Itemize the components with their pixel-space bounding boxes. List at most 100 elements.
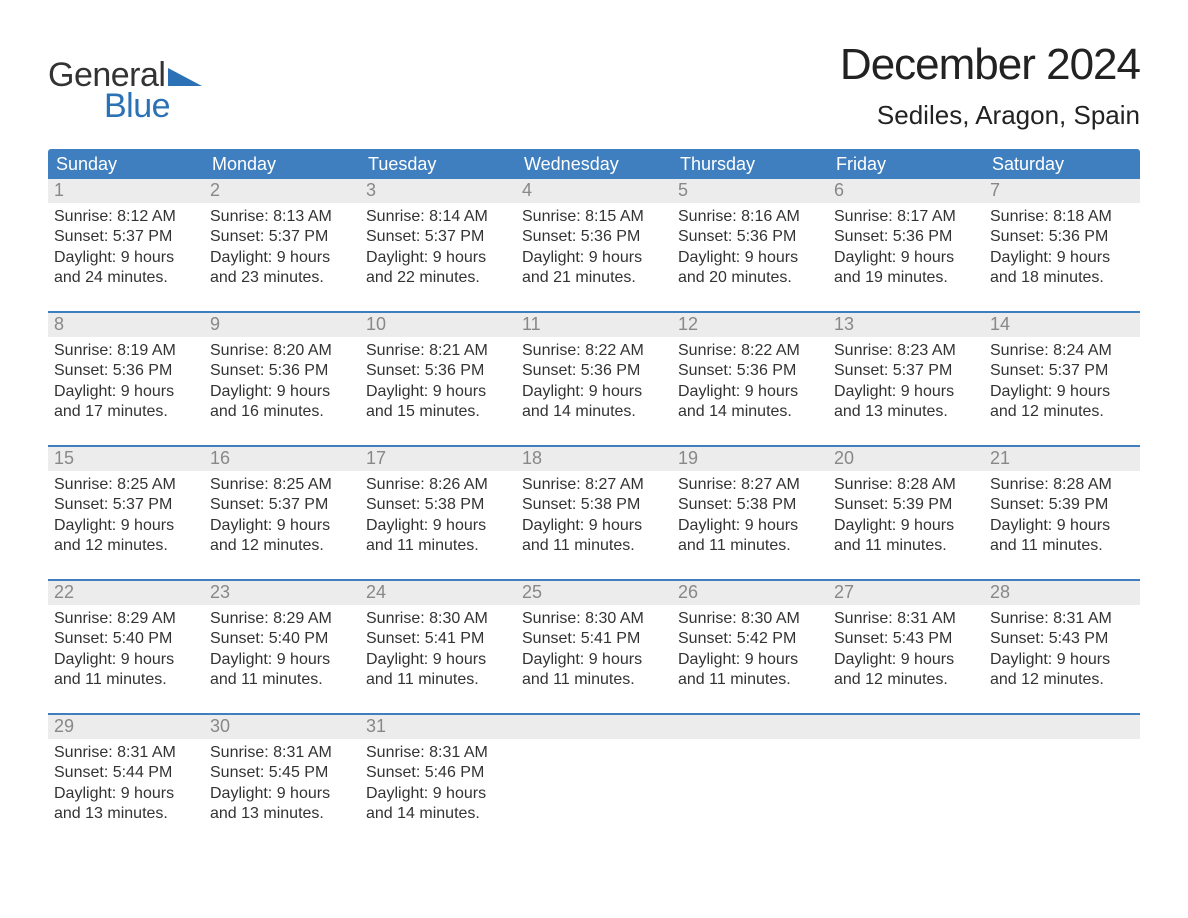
daylight-line-1: Daylight: 9 hours [678, 382, 822, 402]
day-header-monday: Monday [204, 154, 360, 175]
day-cell: 4Sunrise: 8:15 AMSunset: 5:36 PMDaylight… [516, 179, 672, 297]
day-cell [516, 715, 672, 833]
logo: General Blue [48, 40, 206, 126]
daylight-line-1: Daylight: 9 hours [366, 516, 510, 536]
day-cell: 10Sunrise: 8:21 AMSunset: 5:36 PMDayligh… [360, 313, 516, 431]
sunset-line: Sunset: 5:37 PM [990, 361, 1134, 381]
sunrise-line: Sunrise: 8:20 AM [210, 341, 354, 361]
day-cell: 21Sunrise: 8:28 AMSunset: 5:39 PMDayligh… [984, 447, 1140, 565]
sunset-line: Sunset: 5:36 PM [522, 227, 666, 247]
day-number: 26 [672, 581, 828, 605]
sunset-line: Sunset: 5:36 PM [522, 361, 666, 381]
sunset-line: Sunset: 5:36 PM [834, 227, 978, 247]
daylight-line-1: Daylight: 9 hours [678, 516, 822, 536]
day-body: Sunrise: 8:28 AMSunset: 5:39 PMDaylight:… [984, 471, 1140, 557]
daylight-line-2: and 13 minutes. [54, 804, 198, 824]
sunset-line: Sunset: 5:36 PM [54, 361, 198, 381]
day-body: Sunrise: 8:24 AMSunset: 5:37 PMDaylight:… [984, 337, 1140, 423]
day-cell [828, 715, 984, 833]
sunset-line: Sunset: 5:40 PM [210, 629, 354, 649]
daylight-line-2: and 11 minutes. [210, 670, 354, 690]
daylight-line-2: and 12 minutes. [834, 670, 978, 690]
day-cell: 7Sunrise: 8:18 AMSunset: 5:36 PMDaylight… [984, 179, 1140, 297]
day-cell: 1Sunrise: 8:12 AMSunset: 5:37 PMDaylight… [48, 179, 204, 297]
day-number: 25 [516, 581, 672, 605]
day-body: Sunrise: 8:22 AMSunset: 5:36 PMDaylight:… [672, 337, 828, 423]
day-body: Sunrise: 8:26 AMSunset: 5:38 PMDaylight:… [360, 471, 516, 557]
sunset-line: Sunset: 5:38 PM [366, 495, 510, 515]
day-body: Sunrise: 8:31 AMSunset: 5:45 PMDaylight:… [204, 739, 360, 825]
day-body: Sunrise: 8:29 AMSunset: 5:40 PMDaylight:… [48, 605, 204, 691]
sunrise-line: Sunrise: 8:31 AM [990, 609, 1134, 629]
sunrise-line: Sunrise: 8:25 AM [210, 475, 354, 495]
sunset-line: Sunset: 5:37 PM [210, 227, 354, 247]
sunrise-line: Sunrise: 8:30 AM [366, 609, 510, 629]
daylight-line-2: and 22 minutes. [366, 268, 510, 288]
day-number: 7 [984, 179, 1140, 203]
sunset-line: Sunset: 5:36 PM [678, 361, 822, 381]
sunrise-line: Sunrise: 8:19 AM [54, 341, 198, 361]
day-cell: 25Sunrise: 8:30 AMSunset: 5:41 PMDayligh… [516, 581, 672, 699]
day-number: 3 [360, 179, 516, 203]
daylight-line-1: Daylight: 9 hours [522, 516, 666, 536]
sunset-line: Sunset: 5:36 PM [366, 361, 510, 381]
day-number: 8 [48, 313, 204, 337]
sunrise-line: Sunrise: 8:18 AM [990, 207, 1134, 227]
day-body: Sunrise: 8:16 AMSunset: 5:36 PMDaylight:… [672, 203, 828, 289]
daylight-line-2: and 19 minutes. [834, 268, 978, 288]
daylight-line-2: and 23 minutes. [210, 268, 354, 288]
sunrise-line: Sunrise: 8:29 AM [54, 609, 198, 629]
daylight-line-2: and 13 minutes. [210, 804, 354, 824]
day-cell: 13Sunrise: 8:23 AMSunset: 5:37 PMDayligh… [828, 313, 984, 431]
day-number: 10 [360, 313, 516, 337]
daylight-line-1: Daylight: 9 hours [210, 650, 354, 670]
daylight-line-1: Daylight: 9 hours [678, 248, 822, 268]
sunrise-line: Sunrise: 8:27 AM [522, 475, 666, 495]
day-cell [984, 715, 1140, 833]
sunrise-line: Sunrise: 8:30 AM [522, 609, 666, 629]
sunset-line: Sunset: 5:44 PM [54, 763, 198, 783]
day-number: 27 [828, 581, 984, 605]
daylight-line-2: and 20 minutes. [678, 268, 822, 288]
daylight-line-1: Daylight: 9 hours [522, 248, 666, 268]
daylight-line-1: Daylight: 9 hours [210, 382, 354, 402]
sunrise-line: Sunrise: 8:13 AM [210, 207, 354, 227]
week-row: 8Sunrise: 8:19 AMSunset: 5:36 PMDaylight… [48, 311, 1140, 431]
day-cell [672, 715, 828, 833]
day-number: 14 [984, 313, 1140, 337]
day-cell: 3Sunrise: 8:14 AMSunset: 5:37 PMDaylight… [360, 179, 516, 297]
sunset-line: Sunset: 5:41 PM [366, 629, 510, 649]
daylight-line-2: and 12 minutes. [990, 670, 1134, 690]
sunrise-line: Sunrise: 8:31 AM [54, 743, 198, 763]
day-body: Sunrise: 8:30 AMSunset: 5:42 PMDaylight:… [672, 605, 828, 691]
day-cell: 11Sunrise: 8:22 AMSunset: 5:36 PMDayligh… [516, 313, 672, 431]
day-header-thursday: Thursday [672, 154, 828, 175]
sunrise-line: Sunrise: 8:30 AM [678, 609, 822, 629]
daylight-line-2: and 12 minutes. [54, 536, 198, 556]
daylight-line-2: and 11 minutes. [522, 536, 666, 556]
sunrise-line: Sunrise: 8:28 AM [990, 475, 1134, 495]
sunrise-line: Sunrise: 8:22 AM [522, 341, 666, 361]
daylight-line-2: and 11 minutes. [834, 536, 978, 556]
day-cell: 29Sunrise: 8:31 AMSunset: 5:44 PMDayligh… [48, 715, 204, 833]
week-row: 1Sunrise: 8:12 AMSunset: 5:37 PMDaylight… [48, 179, 1140, 297]
daylight-line-1: Daylight: 9 hours [210, 516, 354, 536]
daylight-line-2: and 13 minutes. [834, 402, 978, 422]
day-header-sunday: Sunday [48, 154, 204, 175]
daylight-line-1: Daylight: 9 hours [54, 650, 198, 670]
daylight-line-2: and 14 minutes. [366, 804, 510, 824]
daylight-line-2: and 16 minutes. [210, 402, 354, 422]
daylight-line-1: Daylight: 9 hours [678, 650, 822, 670]
daylight-line-1: Daylight: 9 hours [834, 382, 978, 402]
day-cell: 23Sunrise: 8:29 AMSunset: 5:40 PMDayligh… [204, 581, 360, 699]
sunset-line: Sunset: 5:38 PM [522, 495, 666, 515]
day-number: 28 [984, 581, 1140, 605]
daylight-line-2: and 15 minutes. [366, 402, 510, 422]
daylight-line-2: and 11 minutes. [366, 670, 510, 690]
day-cell: 28Sunrise: 8:31 AMSunset: 5:43 PMDayligh… [984, 581, 1140, 699]
day-cell: 20Sunrise: 8:28 AMSunset: 5:39 PMDayligh… [828, 447, 984, 565]
day-body: Sunrise: 8:31 AMSunset: 5:43 PMDaylight:… [984, 605, 1140, 691]
sunset-line: Sunset: 5:36 PM [990, 227, 1134, 247]
daylight-line-2: and 11 minutes. [54, 670, 198, 690]
sunrise-line: Sunrise: 8:25 AM [54, 475, 198, 495]
